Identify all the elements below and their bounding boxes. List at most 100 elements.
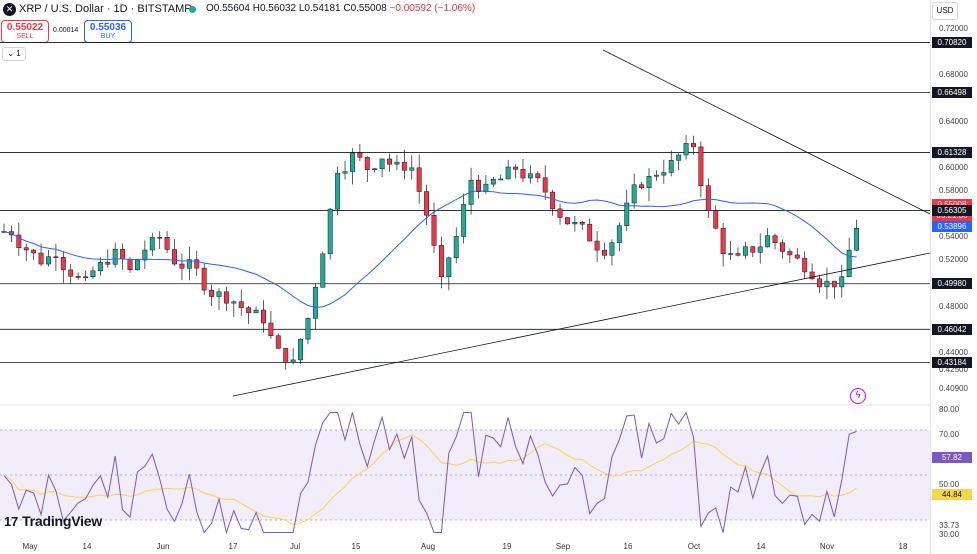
candle[interactable] [794,254,800,259]
candle[interactable] [83,276,89,279]
candle[interactable] [105,262,111,265]
candle[interactable] [231,301,237,304]
candle[interactable] [639,184,645,189]
candle[interactable] [275,335,281,349]
currency-selector[interactable]: USD [932,2,958,20]
candle[interactable] [253,309,259,314]
candle[interactable] [713,210,719,229]
candle[interactable] [357,152,363,158]
candle[interactable] [461,204,467,237]
candle[interactable] [305,318,311,340]
collapse-indicators-button[interactable]: ⌄ 1 [2,47,26,61]
candle[interactable] [238,301,244,308]
candle[interactable] [164,237,170,250]
candle[interactable] [735,253,741,256]
candle[interactable] [572,222,578,225]
candle[interactable] [765,235,771,248]
candle[interactable] [364,157,370,170]
candle[interactable] [312,287,318,319]
candle[interactable] [246,307,252,314]
candle[interactable] [387,158,392,165]
candle[interactable] [394,161,400,165]
candle[interactable] [201,267,207,291]
candle[interactable] [750,246,756,253]
candle[interactable] [520,169,526,179]
candle[interactable] [824,280,830,288]
candle[interactable] [720,227,726,255]
candle[interactable] [112,248,118,265]
candle[interactable] [142,249,148,261]
lower-trendline[interactable] [232,252,930,397]
candle[interactable] [527,173,533,179]
candle[interactable] [653,174,659,177]
candle[interactable] [490,179,496,185]
candle[interactable] [498,178,504,181]
candle[interactable] [327,208,333,255]
candle[interactable] [453,236,459,259]
candle[interactable] [401,161,407,171]
candle[interactable] [772,235,778,243]
candle[interactable] [505,166,511,180]
tradingview-logo[interactable]: 17 TradingView [4,513,102,529]
candle[interactable] [172,249,177,265]
candle[interactable] [298,338,304,361]
candle[interactable] [349,152,355,172]
candle[interactable] [661,172,667,176]
candle[interactable] [483,183,489,193]
candle[interactable] [446,257,452,277]
candle[interactable] [424,191,430,216]
candle[interactable] [53,256,59,258]
candle[interactable] [817,278,822,288]
candle[interactable] [757,246,763,253]
price-chart[interactable] [0,0,930,554]
candle[interactable] [186,259,192,269]
candle[interactable] [705,185,711,211]
candle[interactable] [854,228,860,251]
candle[interactable] [46,256,51,265]
candle[interactable] [691,143,696,148]
candle[interactable] [38,252,44,265]
candle[interactable] [728,253,734,255]
candle[interactable] [698,146,704,186]
candle[interactable] [787,251,793,256]
candle[interactable] [431,214,437,246]
candle[interactable] [409,167,415,171]
candle[interactable] [283,348,289,363]
candle[interactable] [742,246,748,256]
lightning-icon[interactable]: ϟ [850,388,866,404]
candle[interactable] [216,291,222,297]
candle[interactable] [579,222,585,225]
candle[interactable] [209,289,215,297]
upper-trendline[interactable] [602,49,930,215]
candle[interactable] [127,258,133,271]
candle[interactable] [535,173,541,178]
price-axis[interactable]: 0.72000 0.68000 0.64000 0.60000 0.58000 0.540… [930,0,977,554]
candle[interactable] [609,242,615,256]
candle[interactable] [668,160,674,173]
candle[interactable] [223,291,229,304]
candle[interactable] [335,172,341,210]
candle[interactable] [513,166,519,170]
candle[interactable] [809,271,815,280]
candle[interactable] [23,247,29,251]
candle[interactable] [831,280,837,288]
candle[interactable] [261,309,266,324]
candle[interactable] [587,223,593,242]
candle[interactable] [602,249,607,256]
candle[interactable] [90,270,96,278]
candle[interactable] [683,143,689,156]
candle[interactable] [779,242,785,252]
candle[interactable] [372,168,378,171]
candle[interactable] [846,249,852,277]
candle[interactable] [268,322,274,336]
candle[interactable] [194,259,200,269]
candle[interactable] [839,276,845,288]
candle[interactable] [624,202,630,227]
candle[interactable] [149,237,155,251]
candle[interactable] [564,217,570,225]
candle[interactable] [97,262,103,272]
candle[interactable] [416,167,422,192]
candle[interactable] [550,191,556,210]
candle[interactable] [134,259,140,271]
candle[interactable] [342,171,348,174]
